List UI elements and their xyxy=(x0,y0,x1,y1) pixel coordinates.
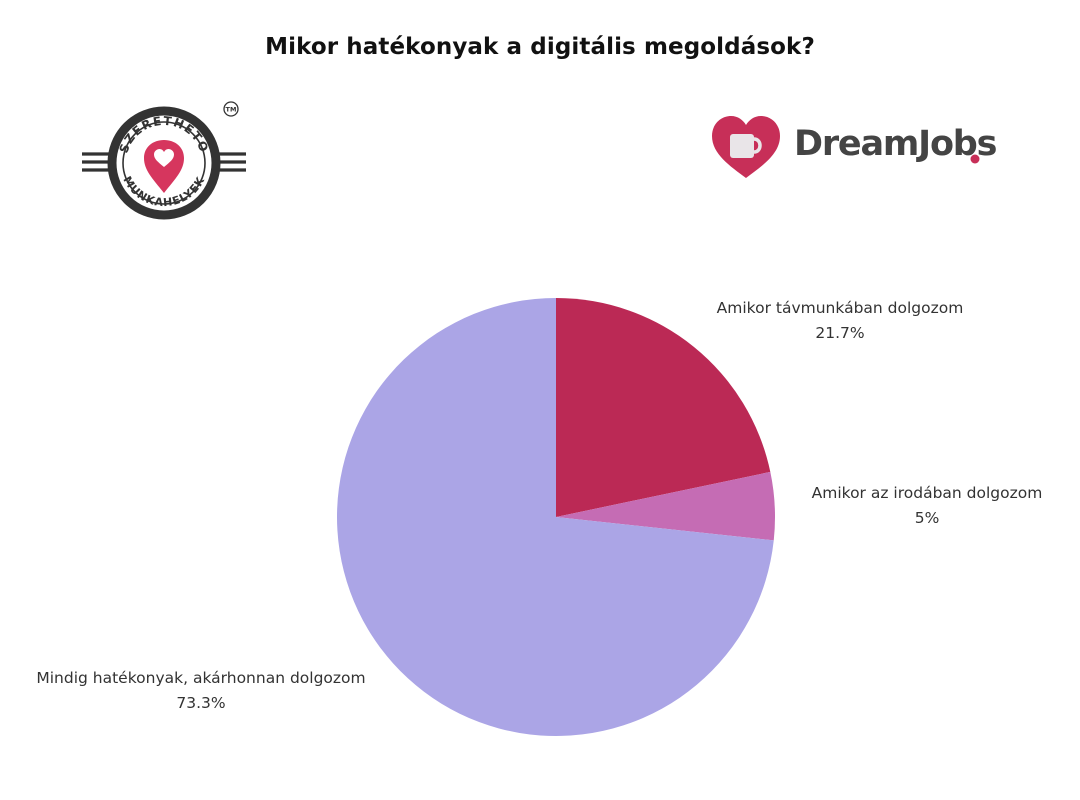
wordmark-dot-icon xyxy=(970,154,980,164)
pie-slice-3 xyxy=(336,298,774,736)
pie-slices xyxy=(336,298,775,736)
heart-mug-icon xyxy=(712,116,780,178)
szeretheto-munkahelyek-logo: SZERETHETŐ MUNKAHELYEK TM xyxy=(78,98,250,228)
slice-label-3: Mindig hatékonyak, akárhonnan dolgozom xyxy=(36,669,365,687)
slice-label-1: Amikor távmunkában dolgozom xyxy=(717,299,964,317)
dreamjobs-logo: DreamJobs xyxy=(710,114,1010,182)
slice-value-label-1: 21.7% xyxy=(815,324,864,342)
slice-value-label-3: 73.3% xyxy=(176,694,225,712)
pie-slice-1 xyxy=(556,298,771,517)
trademark-symbol: TM xyxy=(226,106,237,114)
dreamjobs-wordmark: DreamJobs xyxy=(794,124,997,164)
slice-label-2: Amikor az irodában dolgozom xyxy=(812,484,1043,502)
chart-title: Mikor hatékonyak a digitális megoldások? xyxy=(265,34,815,60)
slice-value-label-2: 5% xyxy=(915,509,940,527)
pie-labels: Amikor távmunkában dolgozom 21.7% Amikor a… xyxy=(36,299,1042,712)
pie-slice-2 xyxy=(556,471,775,541)
heart-pin-icon xyxy=(144,140,184,193)
